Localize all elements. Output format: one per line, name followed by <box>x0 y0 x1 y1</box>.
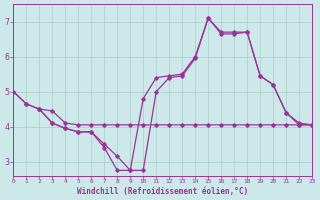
X-axis label: Windchill (Refroidissement éolien,°C): Windchill (Refroidissement éolien,°C) <box>77 187 248 196</box>
